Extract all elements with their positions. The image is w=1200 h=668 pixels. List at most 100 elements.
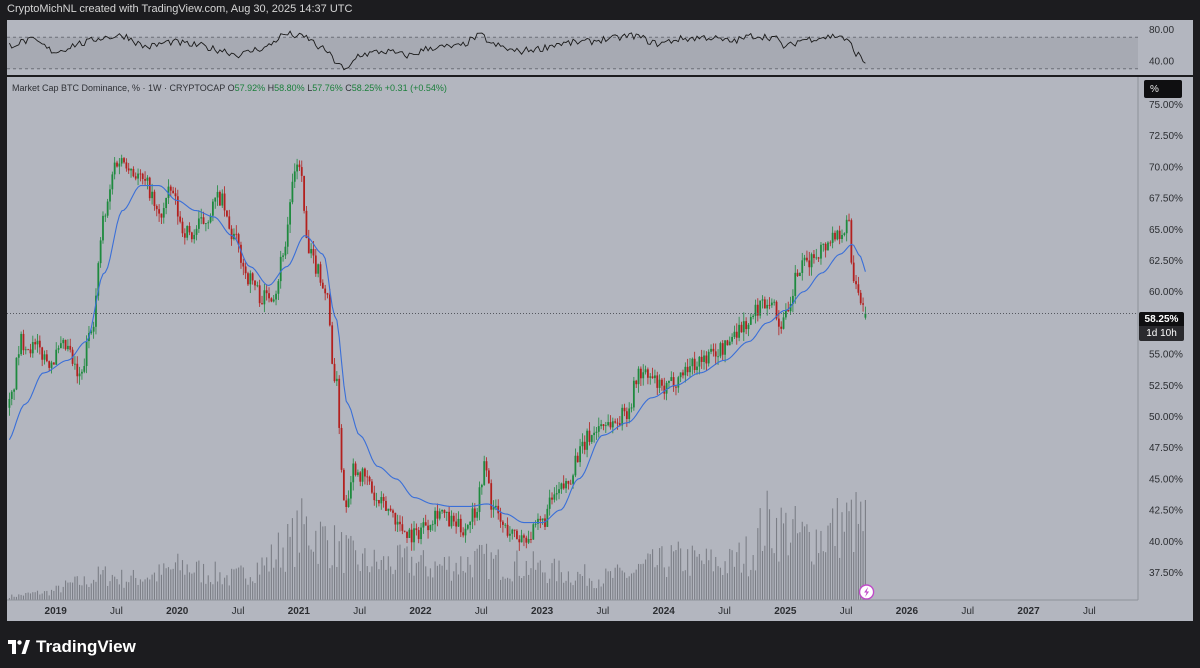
candle-body (707, 351, 710, 364)
candle-body (480, 484, 483, 488)
volume-bar (401, 557, 403, 600)
volume-bar (602, 583, 605, 600)
candle-body (539, 518, 542, 521)
candle-body (773, 301, 776, 303)
candle-body (663, 385, 666, 394)
candle-body (410, 529, 413, 543)
volume-bar (11, 594, 13, 600)
candle-body (459, 518, 462, 533)
volume-bar (415, 563, 417, 600)
volume-bar (352, 540, 354, 600)
candle-body (473, 508, 476, 518)
candle-body (792, 295, 794, 304)
volume-bar (696, 556, 698, 600)
brand: TradingView (8, 635, 136, 659)
volume-bar (319, 521, 322, 600)
candle-body (782, 317, 785, 329)
volume-bar (261, 557, 263, 600)
volume-bar (210, 582, 212, 600)
candle-body (261, 303, 263, 305)
volume-bar (359, 571, 361, 600)
candle-body (693, 358, 696, 371)
candle-body (378, 499, 380, 504)
volume-bar (41, 593, 43, 600)
volume-bar (476, 548, 478, 600)
volume-bar (193, 572, 195, 600)
candle-body (120, 158, 123, 164)
candle-body (272, 299, 275, 302)
volume-bar (294, 566, 296, 600)
volume-bar (326, 540, 329, 600)
candle-body (567, 481, 570, 484)
x-tick-year-label: 2019 (45, 606, 68, 617)
volume-bar (390, 566, 392, 600)
volume-bar (497, 549, 499, 600)
volume-bar (224, 577, 226, 600)
candle-body (190, 232, 193, 240)
candle-body (401, 524, 404, 531)
y-tick-label: 55.00% (1149, 350, 1183, 361)
volume-bar (303, 524, 305, 600)
flash-icon[interactable] (858, 584, 875, 600)
candle-body (518, 539, 521, 543)
volume-bar (308, 545, 310, 600)
candle-body (726, 340, 729, 346)
candle-body (78, 373, 81, 377)
candle-body (511, 529, 514, 534)
candle-body (167, 186, 170, 199)
volume-bar (530, 568, 532, 600)
volume-bar (722, 574, 724, 600)
volume-bar (525, 560, 527, 600)
candle-body (759, 300, 762, 316)
volume-bar (797, 533, 799, 600)
candle-body (541, 518, 544, 521)
volume-bar (754, 570, 757, 600)
candle-body (221, 193, 224, 206)
volume-bar (336, 566, 338, 600)
volume-bar (378, 569, 380, 600)
candle-body (139, 173, 142, 175)
candle-body (810, 254, 813, 268)
candle-body (399, 521, 401, 525)
candle-body (857, 284, 860, 293)
volume-bar (804, 526, 806, 600)
volume-bar (174, 562, 177, 600)
volume-bar (81, 585, 83, 600)
candle-body (630, 407, 633, 409)
candle-body (338, 378, 341, 428)
volume-bar (609, 571, 612, 600)
tradingview-logo-icon (8, 640, 30, 654)
volume-bar (500, 579, 502, 600)
volume-bar (453, 571, 455, 600)
volume-bar (790, 542, 792, 600)
candle-body (548, 497, 551, 509)
volume-bar (813, 564, 815, 600)
candle-body (403, 530, 406, 532)
volume-bar (574, 580, 576, 600)
candle-body (85, 341, 88, 367)
candle-body (483, 461, 486, 485)
volume-bar (832, 508, 834, 600)
volume-bar (13, 596, 15, 600)
candle-body (450, 515, 453, 527)
candle-body (817, 257, 820, 259)
volume-bar (488, 579, 490, 600)
volume-bar (698, 554, 700, 600)
candle-body (106, 201, 109, 216)
candle-body (616, 422, 619, 424)
candle-body (728, 341, 731, 346)
candle-body (506, 524, 509, 536)
candle-body (572, 475, 574, 484)
volume-bar (745, 536, 747, 600)
volume-bar (125, 581, 127, 600)
volume-bar (310, 549, 312, 600)
scale-unit-button[interactable]: % (1144, 80, 1182, 98)
volume-bar (20, 594, 22, 600)
candle-body (651, 376, 654, 379)
candle-body (712, 348, 715, 352)
candle-body (537, 518, 539, 524)
volume-bar (219, 572, 221, 600)
candle-body (485, 461, 488, 471)
volume-bar (268, 571, 270, 600)
candle-body (642, 372, 645, 379)
